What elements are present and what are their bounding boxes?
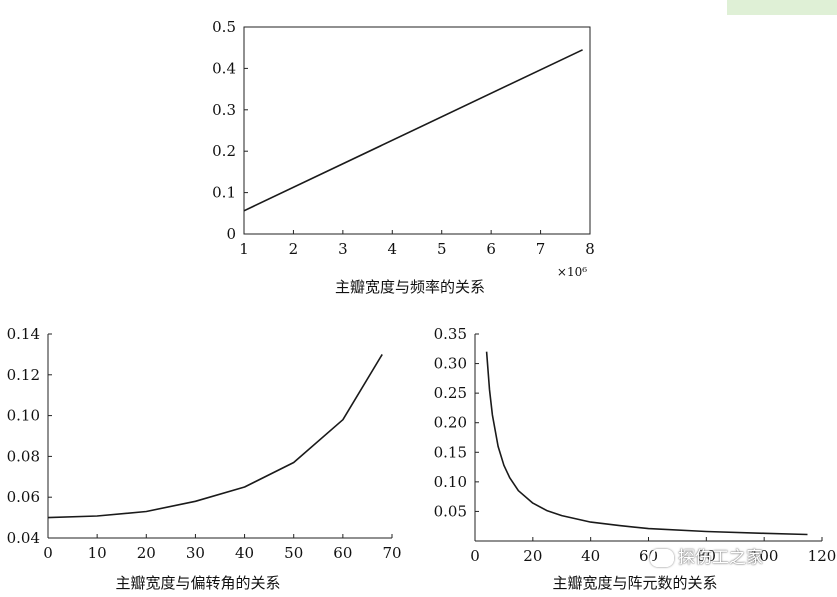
x-tick-label: 10 (88, 544, 107, 562)
x-tick-label: 40 (235, 544, 254, 562)
x-tick-label: 7 (536, 240, 546, 258)
y-tick-label: 0.04 (7, 529, 40, 547)
x-tick-label: 0 (43, 544, 53, 562)
x-tick-label: 3 (338, 240, 348, 258)
chart-title: 主瓣宽度与频率的关系 (335, 278, 485, 296)
y-tick-label: 0.4 (212, 59, 236, 77)
x-tick-label: 5 (437, 240, 447, 258)
series-line (47, 353, 383, 519)
x-tick-label: 1 (239, 240, 249, 258)
y-tick-label: 0.14 (7, 325, 40, 343)
x-tick-label: 4 (388, 240, 398, 258)
y-tick-label: 0.25 (434, 384, 467, 402)
x-tick-label: 2 (289, 240, 299, 258)
y-tick-label: 0.15 (434, 443, 467, 461)
x-tick-label: 70 (382, 544, 401, 562)
x-tick-label: 30 (186, 544, 205, 562)
y-tick-label: 0.35 (434, 325, 467, 343)
series-line (243, 49, 583, 212)
x-tick-label: 20 (137, 544, 156, 562)
x-tick-label: 40 (581, 547, 600, 565)
watermark: 探伤工之家 (650, 543, 763, 568)
y-tick-label: 0.10 (434, 473, 467, 491)
y-tick-label: 0.20 (434, 414, 467, 432)
x-tick-label: 50 (284, 544, 303, 562)
y-tick-label: 0.3 (212, 101, 236, 119)
x-multiplier-label: ×10⁶ (557, 265, 587, 279)
wechat-icon (650, 549, 674, 567)
y-tick-label: 0.1 (212, 184, 236, 202)
y-tick-label: 0 (226, 225, 236, 243)
x-tick-label: 100 (750, 547, 779, 565)
y-tick-label: 0.05 (434, 502, 467, 520)
y-tick-label: 0.10 (7, 407, 40, 425)
corner-highlight (727, 0, 837, 15)
y-tick-label: 0.06 (7, 488, 40, 506)
chart-deflection-angle: 主瓣宽度与偏转角的关系 0 10 20 30 40 50 60 70 0.04 0.06 0.08 0… (7, 325, 402, 592)
y-tick-label: 0.30 (434, 355, 467, 373)
x-tick-label: 80 (697, 547, 716, 565)
x-tick-label: 0 (470, 547, 480, 565)
series-line (485, 351, 808, 536)
y-tick-label: 0.12 (7, 366, 40, 384)
y-tick-label: 0.2 (212, 142, 236, 160)
watermark-text: 探伤工之家 (678, 548, 763, 568)
chart-title: 主瓣宽度与偏转角的关系 (115, 574, 280, 592)
y-tick-label: 0.08 (7, 447, 40, 465)
x-tick-label: 60 (333, 544, 352, 562)
chart-element-count: 主瓣宽度与阵元数的关系 0 20 40 60 80 100 1200.050.100.150… (434, 325, 837, 592)
x-tick-label: 120 (808, 547, 837, 565)
x-tick-label: 20 (523, 547, 542, 565)
x-tick-label: 8 (585, 240, 595, 258)
chart-frequency: 主瓣宽度与频率的关系 ×10⁶ 1 2 3 4 5 6 7 8 0 0.1 0.2 0.3 0.4 0.5 (212, 18, 595, 296)
plot-frame (243, 26, 591, 235)
chart-title: 主瓣宽度与阵元数的关系 (552, 574, 717, 592)
y-tick-label: 0.5 (212, 18, 236, 36)
x-tick-label: 6 (486, 240, 496, 258)
